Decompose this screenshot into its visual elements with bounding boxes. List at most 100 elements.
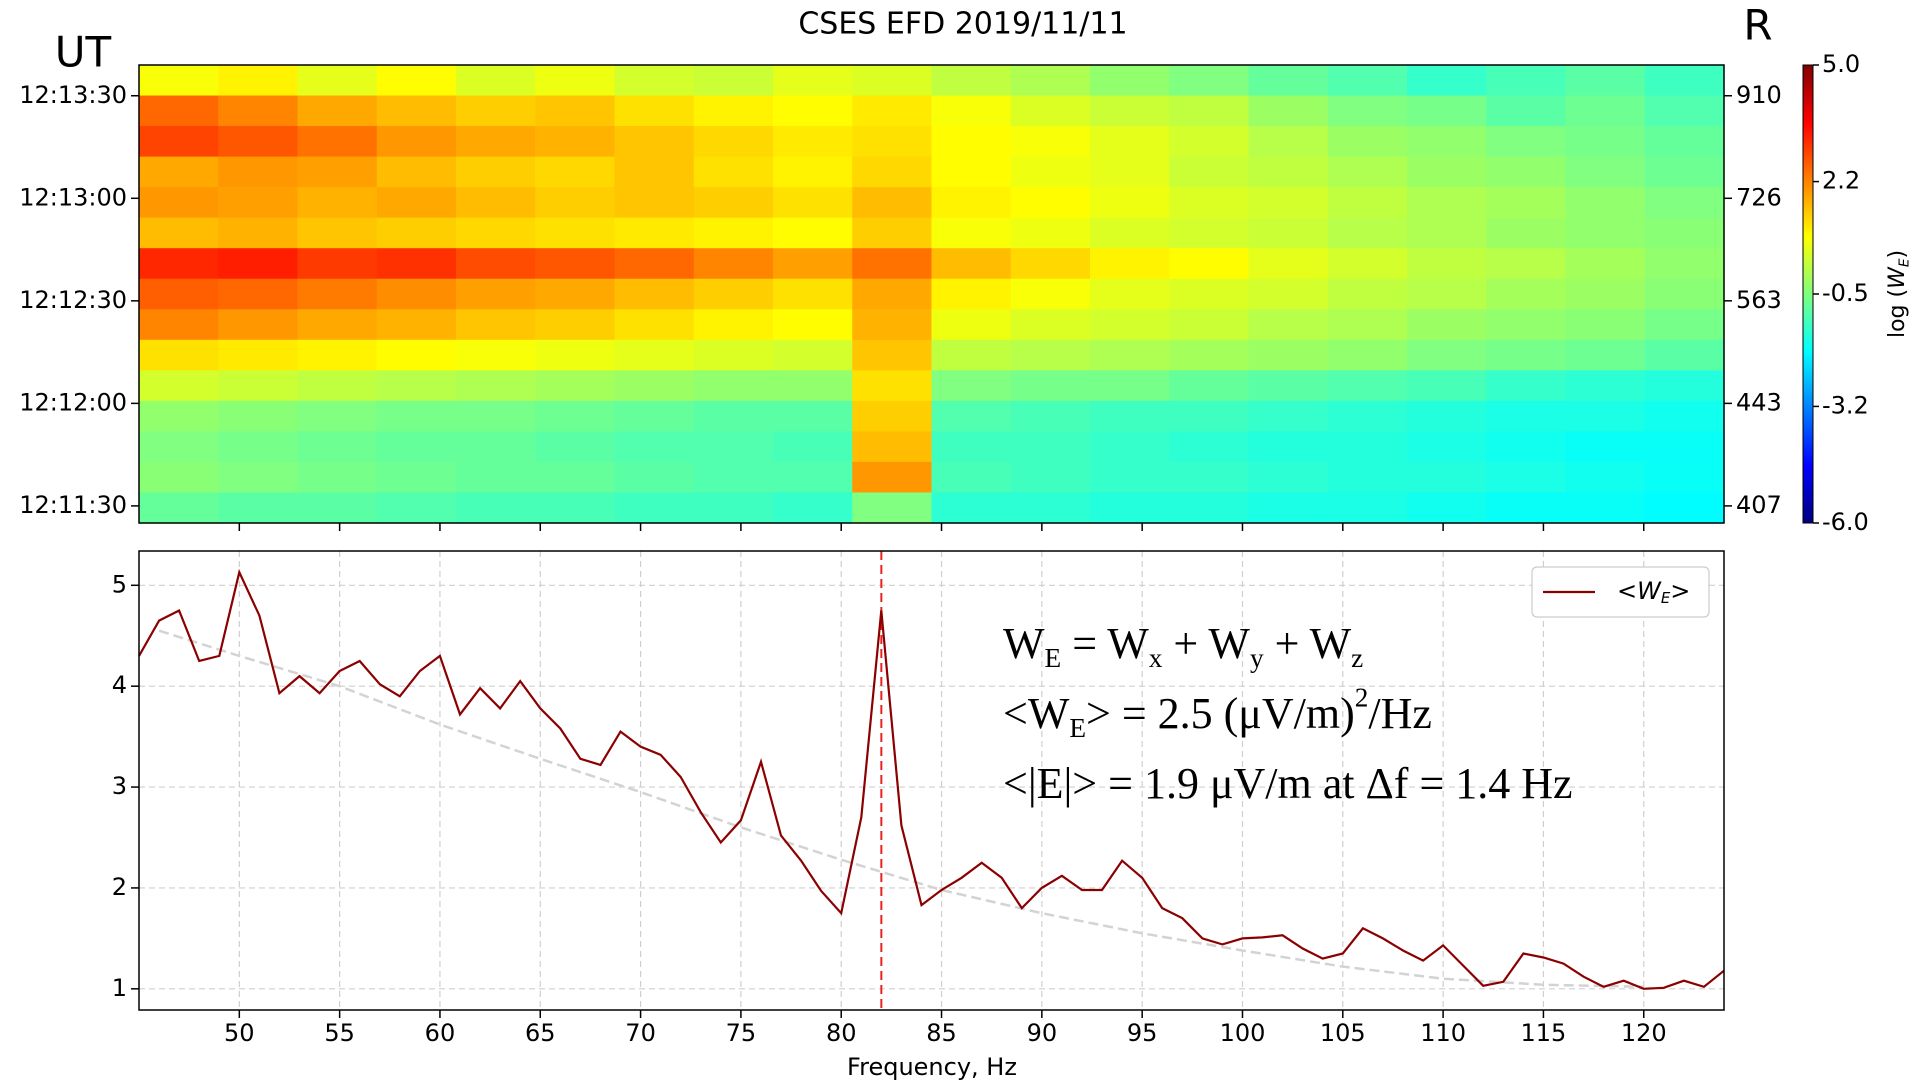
heatmap-cell xyxy=(614,65,695,97)
heatmap-cell xyxy=(1169,187,1250,219)
heatmap-cell xyxy=(376,156,457,188)
heatmap-cell xyxy=(1486,370,1567,402)
heatmap-cell xyxy=(1248,278,1329,310)
heatmap-cell xyxy=(1248,339,1329,371)
heatmap-cell xyxy=(614,309,695,341)
heatmap-cell xyxy=(1169,126,1250,158)
heatmap-cell xyxy=(1407,187,1487,219)
x-tick-label: 60 xyxy=(425,1019,456,1047)
heatmap-cell xyxy=(1486,126,1567,158)
chart-title: CSES EFD 2019/11/11 xyxy=(798,7,1127,42)
heatmap-cell xyxy=(931,431,1012,463)
text-run: /Hz xyxy=(1368,689,1432,738)
heatmap-cell xyxy=(456,126,536,158)
heatmap-cell xyxy=(852,431,933,463)
heatmap-cell xyxy=(1010,187,1091,219)
heatmap-cell xyxy=(773,65,853,97)
heatmap-cell xyxy=(297,217,378,249)
heatmap-cell xyxy=(1486,278,1567,310)
heatmap-cell xyxy=(614,339,695,371)
heatmap-cell xyxy=(693,339,774,371)
heatmap-cell xyxy=(376,248,457,280)
heatmap-cell xyxy=(297,370,378,402)
y2-tick-label: 563 xyxy=(1736,286,1782,314)
heatmap-cell xyxy=(1327,187,1408,219)
text-run: ) xyxy=(1885,250,1910,259)
heatmap-cell xyxy=(773,278,853,310)
heatmap-cell xyxy=(852,65,933,97)
text-run: > xyxy=(1670,577,1690,605)
heatmap-cell xyxy=(1565,65,1646,97)
heatmap-cell xyxy=(852,339,933,371)
heatmap-cell xyxy=(931,309,1012,341)
heatmap-cell xyxy=(218,339,299,371)
heatmap-cell xyxy=(1486,217,1567,249)
heatmap-cell xyxy=(773,156,853,188)
heatmap-cell xyxy=(1565,248,1646,280)
heatmap-cell xyxy=(852,278,933,310)
heatmap-cell xyxy=(1407,370,1487,402)
heatmap-cell xyxy=(1644,431,1725,463)
heatmap-cell xyxy=(1248,309,1329,341)
heatmap-cell xyxy=(1010,126,1091,158)
heatmap-cell xyxy=(456,65,536,97)
heatmap-cell xyxy=(1090,95,1170,127)
subscript: E xyxy=(1661,589,1671,607)
heatmap-cell xyxy=(931,217,1012,249)
heatmap-cell xyxy=(1486,492,1567,524)
heatmap-cell xyxy=(1486,400,1567,432)
heatmap-cell xyxy=(693,461,774,494)
text-run: W xyxy=(1003,619,1045,668)
heatmap-cell xyxy=(1090,431,1170,463)
heatmap-cell xyxy=(297,309,378,341)
heatmap-cell xyxy=(376,309,457,341)
x-tick-label: 65 xyxy=(525,1019,556,1047)
heatmap-cell xyxy=(376,217,457,249)
y-tick-label: 12:12:00 xyxy=(19,388,127,416)
heatmap-cell xyxy=(139,248,219,280)
heatmap-cell xyxy=(1565,339,1646,371)
heatmap-cell xyxy=(1327,248,1408,280)
heatmap-cell xyxy=(535,187,616,219)
heatmap-cell xyxy=(1090,156,1170,188)
annotation: <|E|> = 1.9 μV/m at Δf = 1.4 Hz xyxy=(1003,759,1573,808)
x-tick-label: 75 xyxy=(726,1019,757,1047)
colorbar xyxy=(1802,64,1814,524)
heatmap-cell xyxy=(931,400,1012,432)
heatmap-cell xyxy=(139,309,219,341)
heatmap-cell xyxy=(297,156,378,188)
heatmap-cell xyxy=(852,217,933,249)
y-tick-label: 3 xyxy=(112,772,127,800)
heatmap-cell xyxy=(139,339,219,371)
y-tick-label: 1 xyxy=(112,974,127,1002)
heatmap-cell xyxy=(1090,278,1170,310)
heatmap-cell xyxy=(535,339,616,371)
heatmap-cell xyxy=(1169,492,1250,524)
heatmap-cell xyxy=(1169,431,1250,463)
heatmap-cell xyxy=(614,95,695,127)
heatmap-cell xyxy=(1644,156,1725,188)
heatmap-cell xyxy=(852,309,933,341)
heatmap-cell xyxy=(218,156,299,188)
heatmap-cell xyxy=(1565,461,1646,494)
heatmap-cell xyxy=(1407,339,1487,371)
heatmap-cell xyxy=(773,370,853,402)
heatmap-cell xyxy=(376,65,457,97)
heatmap-cell xyxy=(693,156,774,188)
heatmap-cell xyxy=(535,95,616,127)
y-tick-label: 2 xyxy=(112,873,127,901)
heatmap-cell xyxy=(1169,278,1250,310)
x-tick-label: 90 xyxy=(1027,1019,1058,1047)
subscript: z xyxy=(1351,643,1363,673)
heatmap-cell xyxy=(852,461,933,494)
text-run: > = 2.5 (μV/m) xyxy=(1086,689,1355,738)
heatmap-cell xyxy=(1486,339,1567,371)
heatmap-cell xyxy=(218,278,299,310)
heatmap-cell xyxy=(773,95,853,127)
heatmap-cell xyxy=(1407,400,1487,432)
heatmap-cell xyxy=(1169,339,1250,371)
x-tick-label: 50 xyxy=(224,1019,255,1047)
heatmap-cell xyxy=(1565,217,1646,249)
heatmap-cell xyxy=(931,95,1012,127)
heatmap-cell xyxy=(297,126,378,158)
